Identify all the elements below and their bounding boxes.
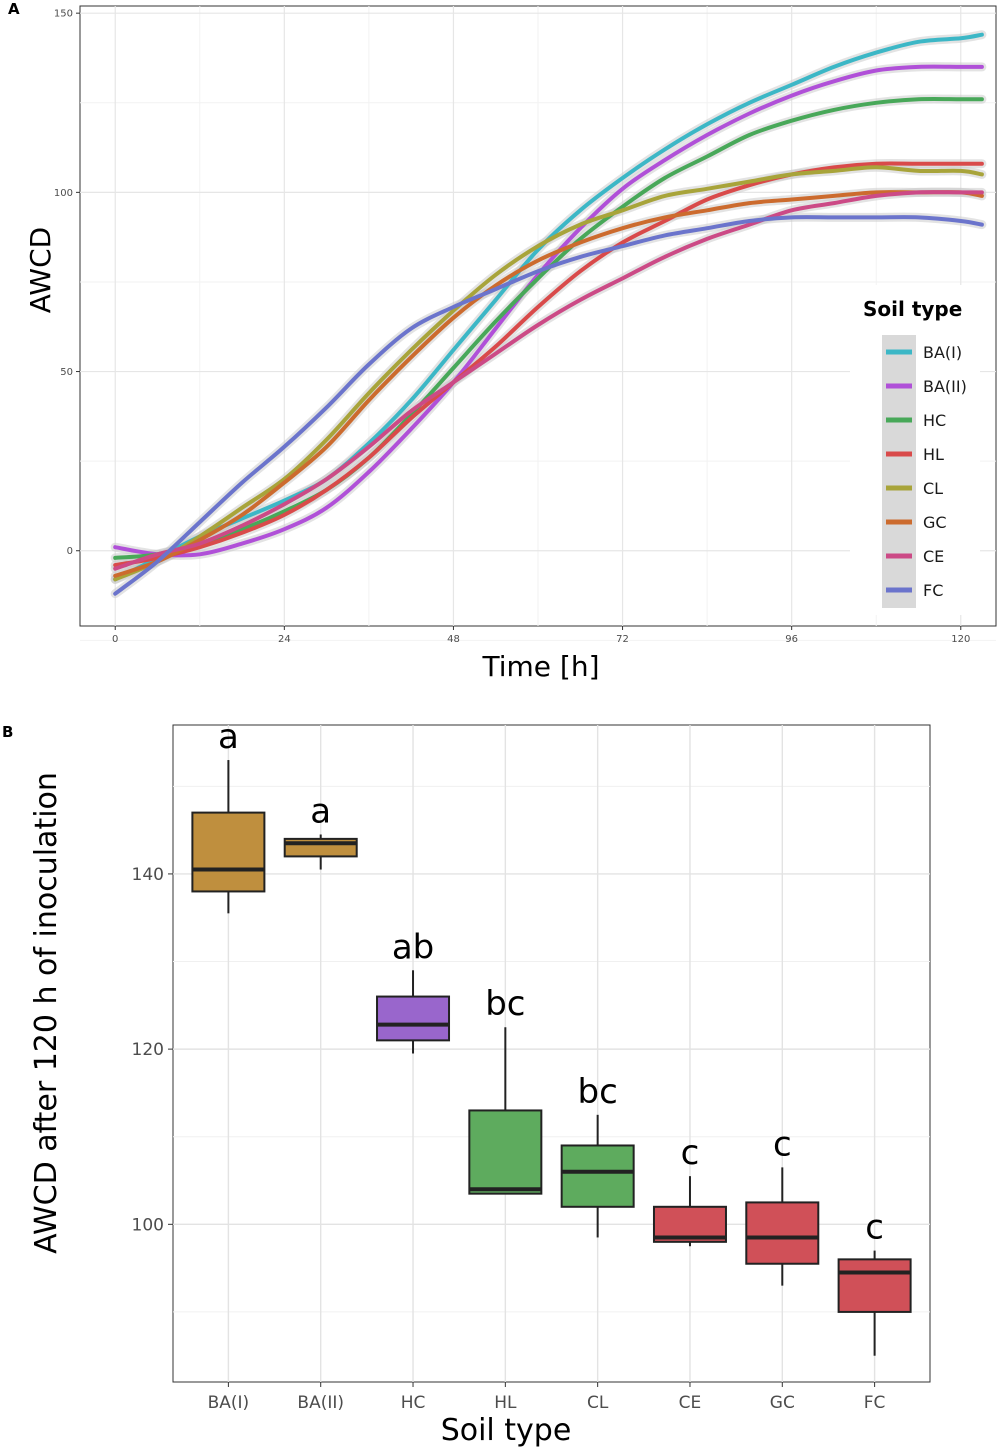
y-axis-label-b: AWCD after 120 h of inoculation [29, 772, 64, 1254]
series-line [113, 64, 984, 558]
panel-label-b: B [2, 723, 13, 741]
legend-items: BA(I) BA(II) HC HL CL GC CE FC [886, 343, 967, 600]
line-chart-svg: A 0 24 48 72 96 120 0 50 100 150 Time [h] AWCD So… [8, 0, 997, 683]
x-axis-label-a: Time [h] [481, 650, 599, 683]
axis-ticks-a: 0 24 48 72 96 120 0 50 100 150 [54, 9, 970, 645]
series-line [113, 165, 984, 582]
tick-label-x: 48 [447, 634, 460, 645]
legend-item-label: BA(I) [923, 343, 962, 362]
legend-item-label: BA(II) [923, 377, 967, 396]
legend-item-label: GC [923, 513, 947, 532]
legend-item-label: CE [923, 547, 944, 566]
tick-label-x: FC [864, 1393, 886, 1413]
legend-item-label: HL [923, 445, 944, 464]
series-line [113, 190, 984, 571]
legend-key-background [882, 335, 916, 608]
boxes: a a ab bc bc c c c [191, 717, 912, 1356]
tick-label-x: 120 [951, 634, 970, 645]
tick-label-x: HC [401, 1393, 426, 1413]
tick-label-y: 120 [132, 1040, 164, 1060]
tick-label-y: 150 [54, 9, 73, 20]
box-plot-svg: B a a ab bc bc c c c 100 120 140 BA(I) BA(II) HC HL CL… [2, 717, 931, 1448]
significance-label: a [218, 717, 239, 757]
series-line [113, 96, 984, 560]
tick-label-x: CE [679, 1393, 702, 1413]
box [376, 995, 451, 1042]
significance-label: c [865, 1208, 884, 1248]
significance-label: bc [485, 984, 525, 1024]
series-lines [113, 32, 984, 596]
axis-ticks-b: 100 120 140 BA(I) BA(II) HC HL CL CE GC FC [132, 865, 886, 1413]
y-axis-label-a: AWCD [24, 227, 57, 313]
plot-area-b [172, 724, 931, 1383]
tick-label-y: 100 [54, 188, 73, 199]
panel-b-box-plot: B a a ab bc bc c c c 100 120 140 BA(I) BA(II) HC HL CL… [0, 715, 1000, 1449]
significance-label: bc [578, 1072, 618, 1112]
panel-a-line-chart: A 0 24 48 72 96 120 0 50 100 150 Time [h] AWCD So… [0, 0, 1000, 700]
significance-label: c [773, 1124, 792, 1164]
box [468, 1109, 543, 1195]
tick-label-x: 72 [616, 634, 629, 645]
box [560, 1144, 635, 1208]
series-line [113, 161, 984, 568]
legend-title: Soil type [863, 297, 962, 321]
legend: Soil type BA(I) BA(II) HC HL CL GC CE FC [850, 285, 980, 615]
x-axis-label-b: Soil type [441, 1413, 572, 1448]
legend-item-label: CL [923, 479, 943, 498]
box [837, 1258, 912, 1313]
tick-label-x: HL [494, 1393, 517, 1413]
series-line [113, 190, 984, 578]
tick-label-x: BA(II) [297, 1393, 344, 1413]
tick-label-x: GC [770, 1393, 795, 1413]
series-line [113, 215, 984, 596]
tick-label-x: 0 [112, 634, 118, 645]
panel-label-a: A [8, 0, 20, 18]
tick-label-y: 0 [67, 546, 73, 557]
tick-label-x: BA(I) [208, 1393, 250, 1413]
tick-label-x: 24 [278, 634, 291, 645]
tick-label-y: 100 [132, 1215, 164, 1235]
significance-label: ab [392, 927, 434, 967]
tick-label-y: 140 [132, 865, 164, 885]
tick-label-y: 50 [60, 367, 73, 378]
tick-label-x: CL [587, 1393, 609, 1413]
significance-label: c [681, 1133, 700, 1173]
legend-item-label: FC [923, 581, 943, 600]
box [745, 1201, 820, 1265]
legend-item-label: HC [923, 411, 946, 430]
box [191, 811, 266, 893]
tick-label-x: 96 [785, 634, 798, 645]
significance-label: a [310, 792, 331, 832]
